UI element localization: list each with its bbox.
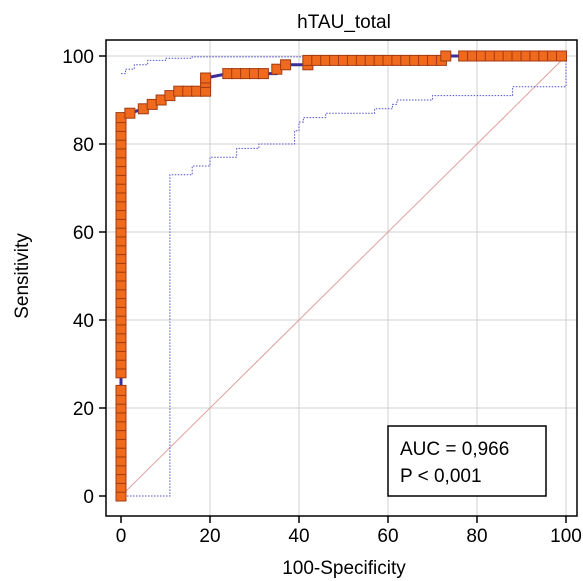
confidence-interval: [121, 56, 567, 497]
y-tick-label: 80: [73, 135, 94, 156]
roc-marker: [440, 50, 452, 62]
roc-marker: [556, 50, 567, 62]
y-tick-label: 60: [73, 223, 94, 244]
y-tick-label: 100: [62, 47, 94, 68]
y-axis-label: Sensitivity: [12, 233, 33, 319]
plot-frame: [105, 39, 578, 517]
auc-box-frame: [387, 425, 547, 497]
x-axis-label: 100-Specificity: [282, 558, 406, 579]
p-value-text: P < 0,001: [400, 466, 482, 487]
x-tick-label: 100: [550, 526, 582, 547]
x-tick-label: 60: [377, 526, 398, 547]
x-tick-label: 0: [116, 526, 127, 547]
x-tick-label: 40: [288, 526, 309, 547]
auc-box: AUC = 0,966 P < 0,001: [387, 425, 547, 497]
axes: 0 20 40 60 80 100 0 20 40 60 80 100: [62, 47, 582, 547]
roc-marker: [280, 59, 292, 71]
x-tick-label: 20: [199, 526, 220, 547]
roc-marker: [257, 68, 269, 80]
roc-markers: [115, 50, 567, 502]
diagonal-line: [120, 55, 567, 497]
y-tick-label: 20: [73, 399, 94, 420]
y-tick-label: 40: [73, 311, 94, 332]
ci-lower-line: [121, 56, 567, 497]
auc-value-text: AUC = 0,966: [400, 439, 509, 460]
roc-marker: [124, 107, 136, 119]
chart-title: hTAU_total: [297, 12, 391, 33]
roc-marker: [200, 72, 212, 84]
x-tick-label: 80: [466, 526, 487, 547]
roc-marker: [115, 384, 127, 396]
reference-diagonal: [120, 55, 567, 497]
y-tick-label: 0: [83, 487, 94, 508]
